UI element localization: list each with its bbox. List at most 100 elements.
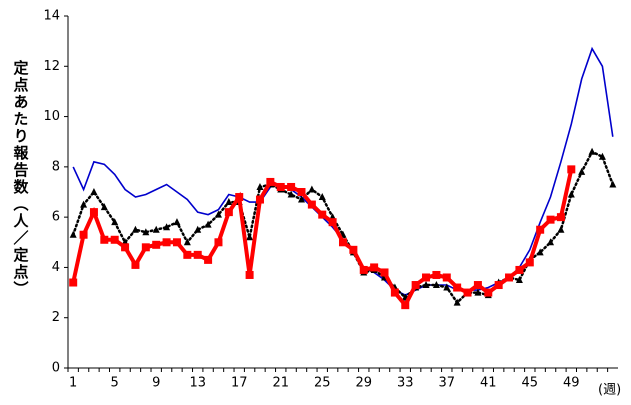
point bbox=[173, 218, 181, 226]
point bbox=[142, 228, 150, 236]
series-line bbox=[71, 150, 615, 305]
point bbox=[204, 220, 212, 228]
point bbox=[69, 278, 78, 287]
point bbox=[443, 283, 451, 291]
point bbox=[390, 288, 399, 297]
point bbox=[556, 213, 565, 222]
point bbox=[328, 218, 337, 227]
point bbox=[255, 195, 264, 204]
point bbox=[422, 273, 431, 282]
point bbox=[79, 230, 88, 239]
point bbox=[235, 193, 244, 202]
point bbox=[131, 225, 139, 233]
point bbox=[422, 281, 430, 289]
point bbox=[536, 248, 544, 256]
point bbox=[110, 235, 119, 244]
point bbox=[578, 167, 586, 175]
point bbox=[380, 268, 389, 277]
point bbox=[121, 243, 130, 252]
point bbox=[172, 238, 181, 247]
point bbox=[525, 258, 534, 267]
point bbox=[152, 225, 160, 233]
point bbox=[474, 288, 482, 296]
point bbox=[318, 210, 327, 219]
point bbox=[183, 238, 191, 246]
point bbox=[297, 188, 306, 196]
point bbox=[194, 225, 202, 233]
y-tick-label: 2 bbox=[52, 310, 60, 325]
y-tick-label: 0 bbox=[52, 361, 60, 376]
x-tick-label: 25 bbox=[314, 376, 331, 391]
point bbox=[308, 185, 316, 193]
point bbox=[297, 195, 305, 203]
point bbox=[588, 147, 596, 155]
point bbox=[225, 198, 233, 206]
y-tick-label: 8 bbox=[52, 159, 60, 174]
point bbox=[152, 240, 161, 249]
y-tick-label: 14 bbox=[43, 9, 60, 24]
point bbox=[494, 281, 503, 290]
x-tick-label: 21 bbox=[272, 376, 289, 391]
point bbox=[442, 273, 451, 282]
x-tick-label: 13 bbox=[189, 376, 206, 391]
y-tick-label: 10 bbox=[43, 109, 60, 124]
x-tick-label: 5 bbox=[111, 376, 119, 391]
x-axis-label: (週) bbox=[598, 383, 621, 398]
point bbox=[246, 233, 254, 241]
point bbox=[224, 208, 233, 217]
point bbox=[100, 235, 109, 244]
y-axis-label: 定点あたり報告数（人／定点） bbox=[12, 59, 30, 298]
point bbox=[69, 230, 77, 238]
point bbox=[432, 281, 440, 289]
point bbox=[515, 265, 524, 274]
x-tick-label: 45 bbox=[522, 376, 539, 391]
point bbox=[245, 270, 254, 279]
point bbox=[370, 263, 379, 272]
x-tick-label: 17 bbox=[231, 376, 248, 391]
point bbox=[214, 238, 223, 247]
x-tick-label: 29 bbox=[355, 376, 372, 391]
y-tick-label: 4 bbox=[52, 260, 60, 275]
point bbox=[80, 200, 88, 208]
point bbox=[598, 152, 606, 160]
point bbox=[256, 182, 264, 190]
point bbox=[287, 182, 296, 191]
point bbox=[162, 238, 171, 247]
point bbox=[90, 188, 98, 195]
y-tick-label: 6 bbox=[52, 210, 60, 225]
point bbox=[432, 270, 441, 279]
point bbox=[505, 273, 514, 282]
point bbox=[484, 288, 493, 297]
point bbox=[339, 238, 347, 247]
point bbox=[473, 281, 482, 290]
point bbox=[193, 250, 202, 259]
point bbox=[453, 283, 462, 292]
point bbox=[567, 165, 576, 174]
point bbox=[141, 243, 150, 252]
x-tick-label: 33 bbox=[397, 376, 414, 391]
point bbox=[463, 288, 472, 297]
point bbox=[89, 208, 98, 217]
point bbox=[111, 218, 119, 226]
point bbox=[183, 250, 192, 259]
point bbox=[557, 225, 565, 233]
point bbox=[567, 190, 575, 198]
point bbox=[609, 180, 617, 188]
y-tick-label: 12 bbox=[43, 59, 60, 74]
point bbox=[546, 215, 555, 224]
point bbox=[131, 260, 140, 269]
x-tick-label: 37 bbox=[439, 376, 456, 391]
point bbox=[359, 265, 368, 274]
x-tick-label: 9 bbox=[152, 376, 160, 391]
point bbox=[411, 281, 420, 290]
point bbox=[307, 200, 316, 209]
point bbox=[318, 193, 326, 201]
point bbox=[453, 298, 461, 306]
x-tick-label: 41 bbox=[480, 376, 497, 391]
point bbox=[515, 276, 523, 283]
point bbox=[214, 210, 222, 218]
point bbox=[401, 301, 410, 310]
point bbox=[266, 177, 275, 186]
point bbox=[163, 223, 171, 231]
